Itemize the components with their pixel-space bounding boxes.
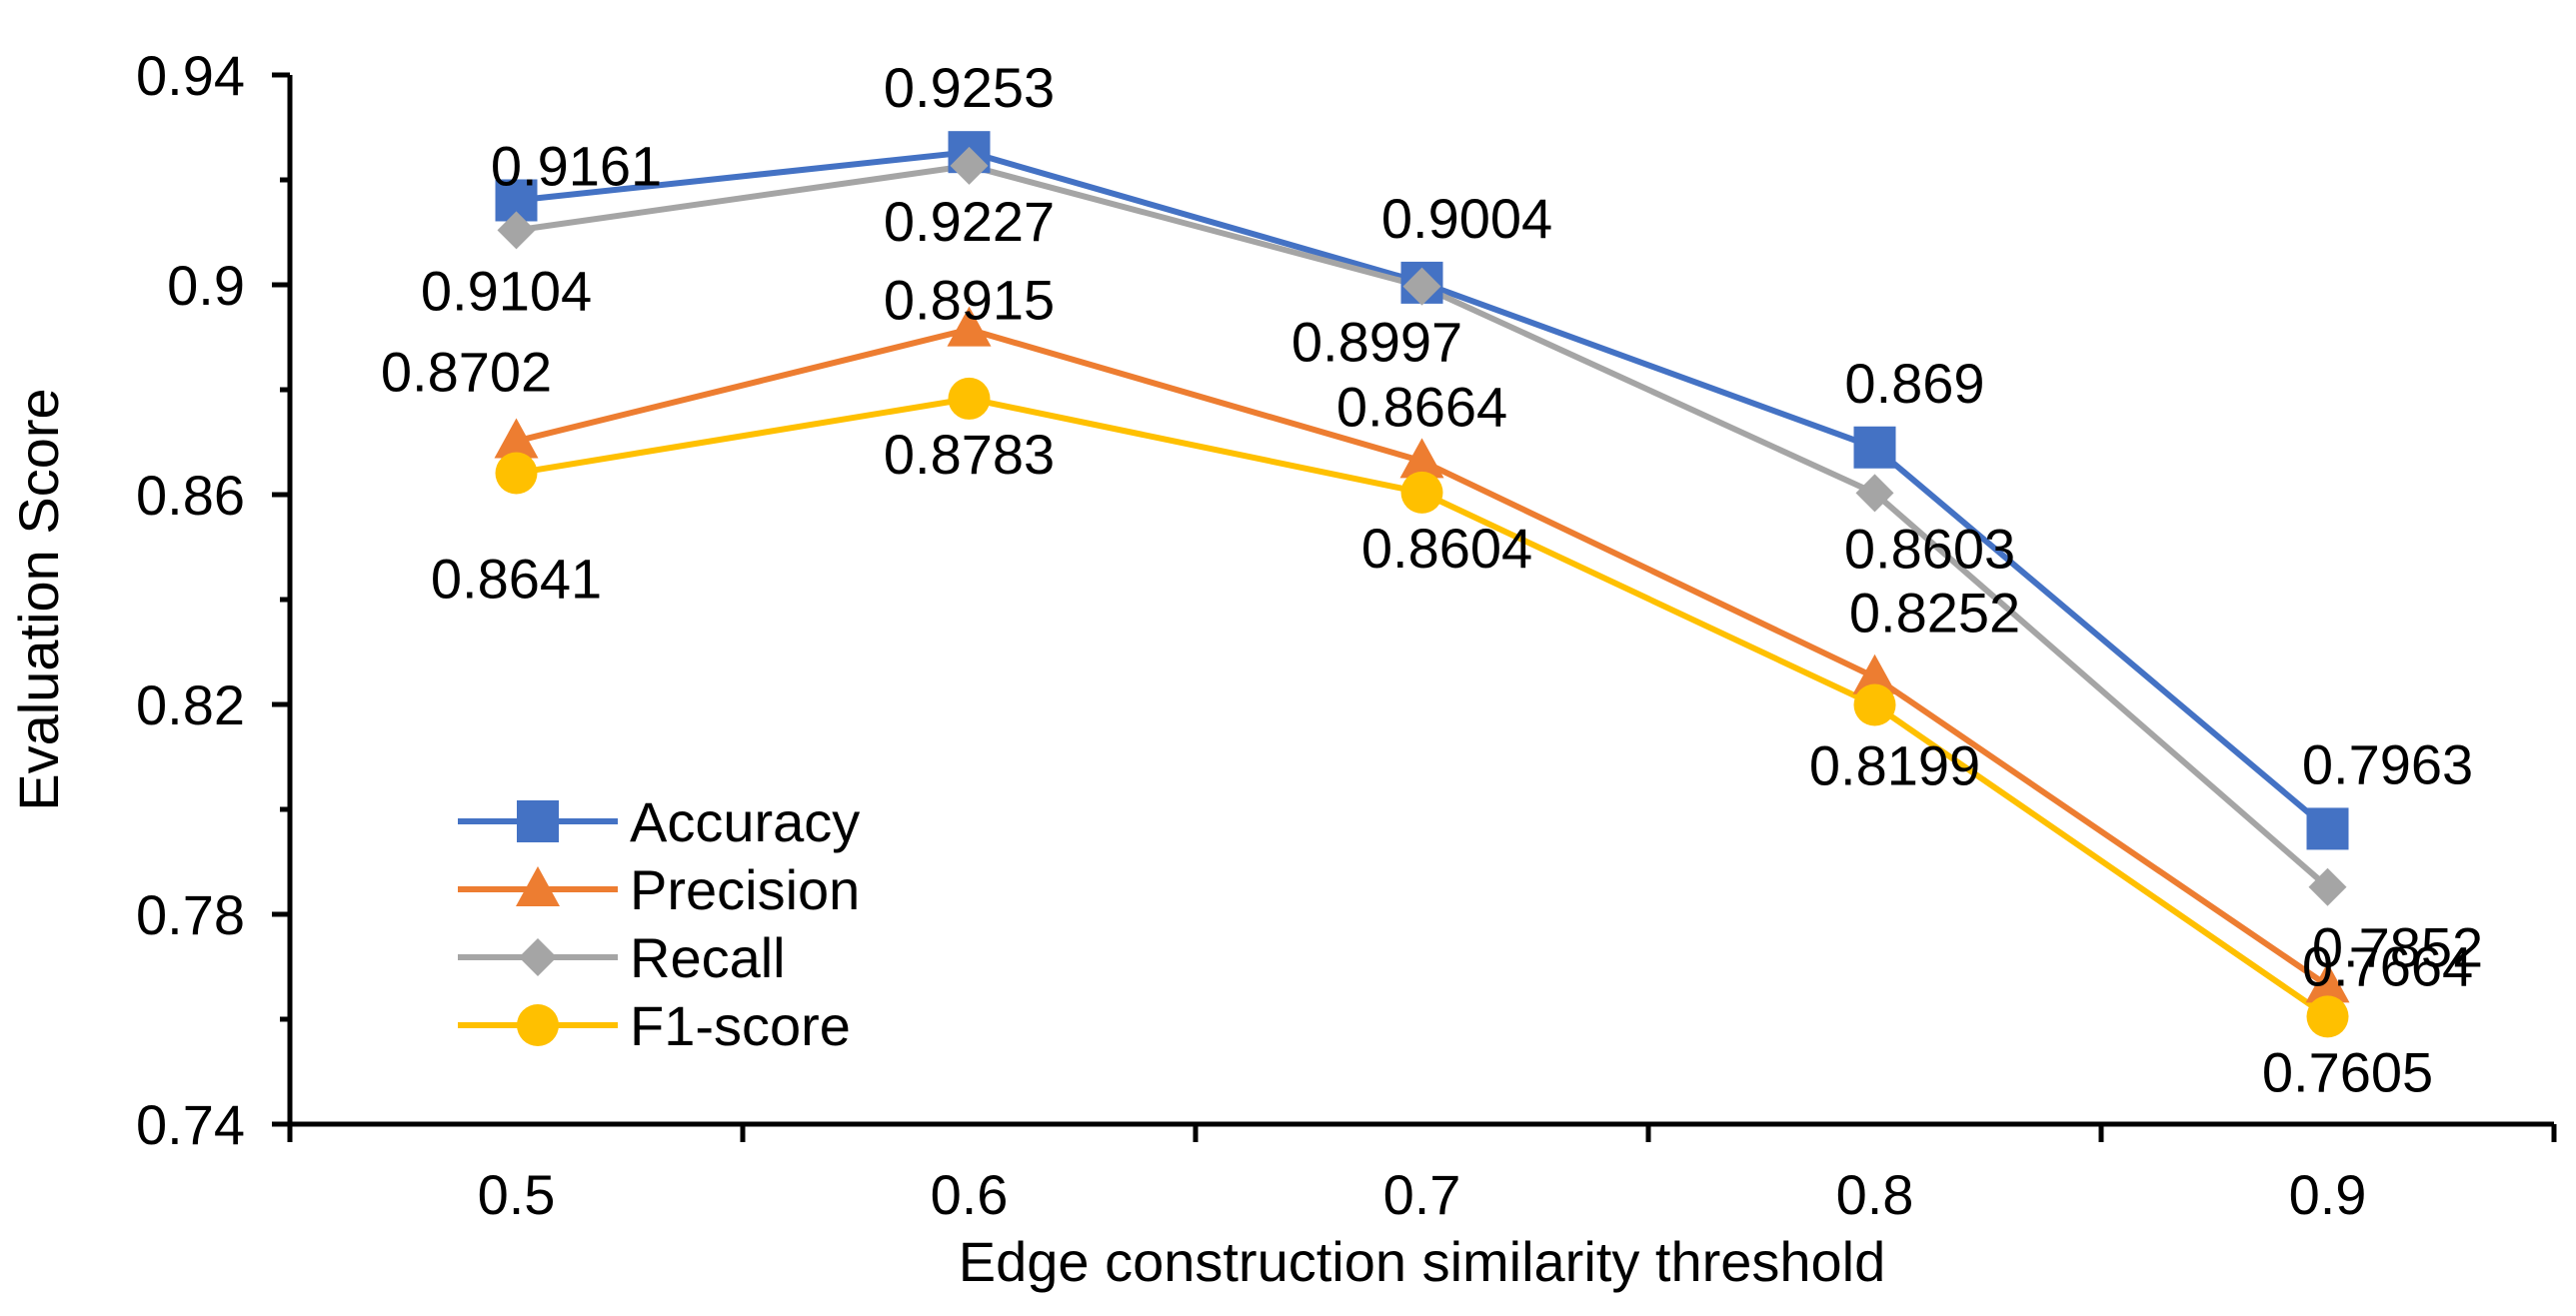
legend-label: Recall [630, 926, 786, 989]
data-label: 0.8603 [1844, 517, 2015, 580]
data-point-recall [1855, 474, 1894, 513]
y-tick-label: 0.9 [167, 254, 245, 317]
data-point-f1-score [948, 377, 991, 420]
data-label: 0.9253 [884, 56, 1055, 119]
data-label: 0.7852 [2312, 916, 2483, 979]
x-tick-label: 0.9 [2289, 1163, 2367, 1226]
data-point-precision [494, 418, 539, 459]
x-axis-title: Edge construction similarity threshold [959, 1230, 1886, 1293]
data-label: 0.7664 [2302, 934, 2473, 997]
legend-label: Accuracy [630, 790, 860, 853]
data-label: 0.8664 [1336, 375, 1507, 438]
data-point-f1-score [1400, 471, 1443, 514]
x-tick-label: 0.5 [478, 1163, 556, 1226]
data-point-precision [1399, 438, 1444, 479]
legend-label: F1-score [630, 994, 851, 1057]
axes: 0.74 0.78 0.82 0.86 0.9 0.94 0.5 0.6 0.7 0.8 0.9 [136, 44, 2557, 1226]
y-axis-title: Evaluation Score [7, 388, 70, 810]
data-label: 0.869 [1844, 352, 1984, 415]
series-markers [494, 131, 2350, 1038]
data-point-precision [2305, 962, 2350, 1003]
data-point-f1-score [1853, 683, 1896, 726]
data-label: 0.9227 [884, 190, 1055, 253]
data-point-recall [1402, 267, 1441, 306]
data-point-recall [497, 211, 536, 250]
data-label: 0.8783 [884, 423, 1055, 486]
data-label: 0.8702 [381, 340, 552, 403]
data-label: 0.8199 [1809, 734, 1980, 797]
legend-label: Precision [630, 858, 860, 921]
data-point-accuracy [2306, 807, 2349, 850]
data-label: 0.9161 [491, 134, 662, 197]
y-tick-label: 0.86 [136, 464, 245, 527]
data-label: 0.7963 [2302, 732, 2473, 795]
data-label: 0.8252 [1849, 582, 2020, 645]
y-tick-label: 0.78 [136, 883, 245, 946]
data-label: 0.7605 [2262, 1040, 2433, 1103]
data-point-recall [950, 146, 989, 185]
data-label: 0.8997 [1291, 311, 1462, 374]
legend-marker [519, 938, 557, 976]
data-label: 0.9104 [421, 259, 592, 322]
y-tick-label: 0.74 [136, 1093, 245, 1156]
data-point-accuracy [1853, 426, 1896, 469]
y-tick-label: 0.82 [136, 673, 245, 736]
legend-marker [517, 800, 559, 842]
data-point-f1-score [495, 452, 538, 495]
data-label: 0.9004 [1381, 187, 1552, 250]
x-tick-label: 0.6 [931, 1163, 1009, 1226]
legend-marker [517, 1004, 559, 1046]
data-labels: 0.9161 0.9253 0.9004 0.869 0.7963 0.8702 0.891… [381, 56, 2483, 1103]
x-tick-label: 0.7 [1383, 1163, 1461, 1226]
data-label: 0.8641 [431, 547, 602, 610]
data-point-f1-score [2306, 995, 2349, 1038]
data-point-precision [947, 306, 992, 347]
data-point-precision [1852, 654, 1897, 694]
data-label: 0.8604 [1361, 517, 1532, 580]
data-point-recall [2308, 867, 2347, 906]
legend-marker [516, 866, 560, 906]
y-tick-label: 0.94 [136, 44, 245, 107]
x-tick-label: 0.8 [1836, 1163, 1914, 1226]
data-label: 0.8915 [884, 269, 1055, 332]
